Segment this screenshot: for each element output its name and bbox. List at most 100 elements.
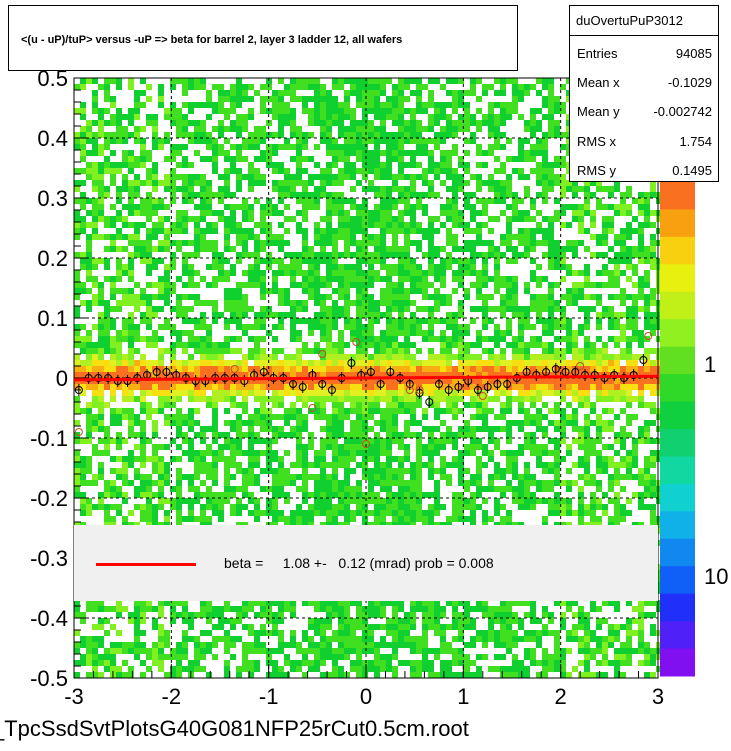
heatmap-cell [152, 210, 158, 216]
heatmap-cell [104, 666, 110, 672]
heatmap-cell [320, 294, 326, 300]
heatmap-cell [344, 408, 350, 414]
heatmap-cell [92, 168, 98, 174]
heatmap-cell [146, 114, 152, 120]
heatmap-cell [410, 192, 416, 198]
heatmap-cell [476, 210, 482, 216]
heatmap-cell [248, 378, 254, 384]
heatmap-cell [176, 300, 182, 306]
heatmap-cell [92, 360, 98, 366]
heatmap-cell [98, 312, 104, 318]
heatmap-cell [392, 114, 398, 120]
heatmap-cell [356, 360, 362, 366]
heatmap-cell [512, 612, 518, 618]
heatmap-cell [332, 258, 338, 264]
heatmap-cell [374, 306, 380, 312]
heatmap-cell [494, 666, 500, 672]
heatmap-cell [140, 486, 146, 492]
heatmap-cell [248, 606, 254, 612]
heatmap-cell [428, 660, 434, 666]
heatmap-cell [140, 366, 146, 372]
heatmap-cell [416, 396, 422, 402]
heatmap-cell [254, 630, 260, 636]
heatmap-cell [500, 372, 506, 378]
heatmap-cell [512, 462, 518, 468]
heatmap-cell [452, 234, 458, 240]
heatmap-cell [398, 210, 404, 216]
heatmap-cell [230, 168, 236, 174]
heatmap-cell [278, 618, 284, 624]
heatmap-cell [248, 600, 254, 606]
heatmap-cell [110, 102, 116, 108]
heatmap-cell [104, 438, 110, 444]
heatmap-cell [242, 642, 248, 648]
heatmap-cell [296, 258, 302, 264]
heatmap-cell [452, 372, 458, 378]
heatmap-cell [422, 612, 428, 618]
heatmap-cell [494, 354, 500, 360]
heatmap-cell [212, 228, 218, 234]
heatmap-cell [170, 420, 176, 426]
heatmap-cell [404, 120, 410, 126]
heatmap-cell [428, 606, 434, 612]
heatmap-cell [122, 162, 128, 168]
heatmap-cell [140, 516, 146, 522]
heatmap-cell [188, 270, 194, 276]
heatmap-cell [344, 444, 350, 450]
heatmap-cell [344, 300, 350, 306]
heatmap-cell [488, 216, 494, 222]
heatmap-cell [428, 90, 434, 96]
heatmap-cell [458, 636, 464, 642]
heatmap-cell [212, 390, 218, 396]
heatmap-cell [380, 240, 386, 246]
heatmap-cell [422, 102, 428, 108]
heatmap-cell [272, 324, 278, 330]
heatmap-cell [206, 156, 212, 162]
heatmap-cell [248, 204, 254, 210]
heatmap-cell [302, 654, 308, 660]
heatmap-cell [344, 378, 350, 384]
heatmap-cell [116, 642, 122, 648]
heatmap-cell [248, 186, 254, 192]
heatmap-cell [212, 498, 218, 504]
heatmap-cell [140, 288, 146, 294]
heatmap-cell [74, 324, 80, 330]
heatmap-cell [392, 354, 398, 360]
heatmap-cell [242, 384, 248, 390]
heatmap-cell [200, 234, 206, 240]
heatmap-cell [182, 198, 188, 204]
heatmap-cell [332, 384, 338, 390]
heatmap-cell [206, 498, 212, 504]
heatmap-cell [482, 150, 488, 156]
heatmap-cell [212, 342, 218, 348]
heatmap-cell [404, 444, 410, 450]
heatmap-cell [128, 318, 134, 324]
heatmap-cell [392, 108, 398, 114]
heatmap-cell [386, 498, 392, 504]
heatmap-cell [224, 336, 230, 342]
heatmap-cell [332, 438, 338, 444]
heatmap-cell [176, 174, 182, 180]
heatmap-cell [392, 372, 398, 378]
heatmap-cell [254, 600, 260, 606]
heatmap-cell [140, 432, 146, 438]
heatmap-cell [188, 264, 194, 270]
heatmap-cell [152, 468, 158, 474]
heatmap-cell [386, 642, 392, 648]
heatmap-cell [104, 300, 110, 306]
heatmap-cell [98, 600, 104, 606]
heatmap-cell [356, 606, 362, 612]
heatmap-cell [416, 330, 422, 336]
heatmap-cell [194, 636, 200, 642]
heatmap-cell [368, 330, 374, 336]
heatmap-cell [368, 480, 374, 486]
heatmap-cell [290, 132, 296, 138]
heatmap-cell [284, 672, 290, 678]
heatmap-cell [302, 198, 308, 204]
heatmap-cell [158, 366, 164, 372]
heatmap-cell [398, 150, 404, 156]
heatmap-cell [452, 444, 458, 450]
heatmap-cell [248, 276, 254, 282]
heatmap-cell [128, 648, 134, 654]
heatmap-cell [464, 402, 470, 408]
